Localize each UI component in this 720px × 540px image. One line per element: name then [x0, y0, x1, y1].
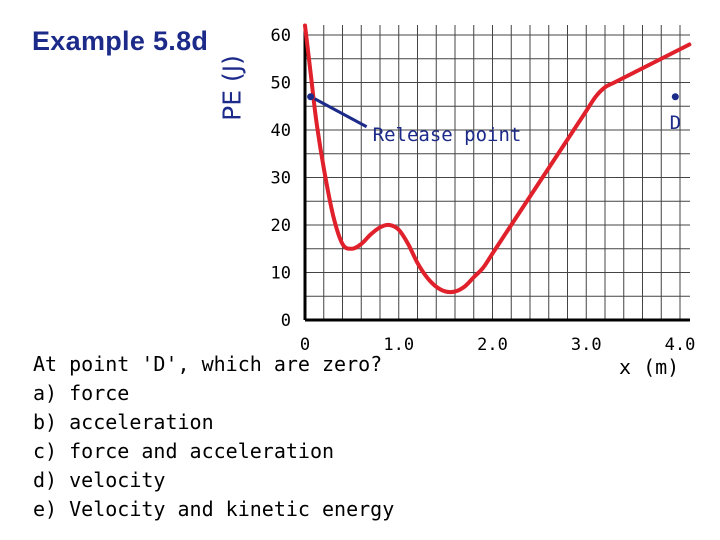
y-tick-label: 0 [281, 311, 291, 331]
x-axis-label: x (m) [619, 355, 680, 379]
pe-curve [303, 23, 692, 295]
answer-option-d: d) velocity [33, 468, 166, 492]
y-tick-label: 20 [271, 216, 291, 236]
question-block: At point 'D', which are zero? a) force b… [33, 350, 394, 524]
answer-option-b: b) acceleration [33, 410, 214, 434]
question-prompt: At point 'D', which are zero? [33, 352, 383, 376]
release-point-label: Release point [373, 124, 522, 146]
point-D [671, 93, 679, 101]
x-tick-label: 0 [300, 335, 310, 355]
answer-option-a: a) force [33, 381, 130, 405]
y-tick-label: 50 [271, 74, 291, 94]
answer-option-e: e) Velocity and kinetic energy [33, 497, 395, 521]
point-label-D: D [670, 112, 681, 134]
x-tick-label: 3.0 [571, 335, 602, 355]
y-tick-label: 10 [271, 264, 291, 284]
y-tick-label: 60 [271, 26, 291, 46]
y-tick-label: 30 [271, 169, 291, 189]
y-tick-label: 40 [271, 121, 291, 141]
release-point-dot [307, 93, 315, 101]
page-title: Example 5.8d [32, 26, 209, 56]
x-tick-label: 1.0 [383, 335, 414, 355]
x-tick-label: 4.0 [665, 335, 696, 355]
answer-option-c: c) force and acceleration [33, 439, 335, 463]
x-tick-label: 2.0 [477, 335, 508, 355]
release-point-arrow [313, 97, 368, 129]
